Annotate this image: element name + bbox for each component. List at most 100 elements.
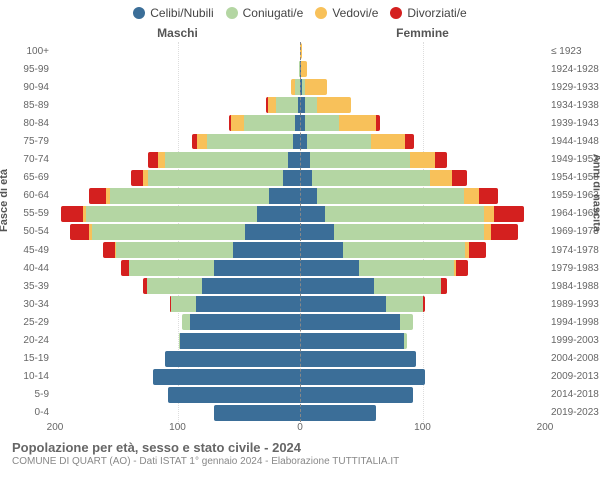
bar-segment xyxy=(435,152,447,168)
bar-segment xyxy=(300,296,386,312)
bar-segment xyxy=(300,170,312,186)
legend: Celibi/NubiliConiugati/eVedovi/eDivorzia… xyxy=(0,0,600,20)
age-label: 40-44 xyxy=(0,259,49,277)
age-label: 0-4 xyxy=(0,404,49,422)
age-label: 10-14 xyxy=(0,368,49,386)
bar-segment xyxy=(269,188,300,204)
legend-swatch xyxy=(226,7,238,19)
bar-segment xyxy=(371,134,405,150)
bar-segment xyxy=(376,115,380,131)
bar-segment xyxy=(283,170,300,186)
bar-segment xyxy=(257,206,300,222)
male-bar xyxy=(55,224,300,240)
bar-segment xyxy=(300,188,317,204)
birth-year-label: 1934-1938 xyxy=(551,96,600,114)
legend-label: Coniugati/e xyxy=(243,6,304,20)
bar-segment xyxy=(214,405,300,421)
bar-segment xyxy=(148,170,283,186)
bar-segment xyxy=(89,188,106,204)
x-tick: 0 xyxy=(297,422,303,433)
legend-item: Celibi/Nubili xyxy=(133,6,213,20)
y-axis-birth-labels: ≤ 19231924-19281929-19331934-19381939-19… xyxy=(545,42,600,422)
bar-segment xyxy=(233,242,300,258)
bar-segment xyxy=(207,134,293,150)
bar-segment xyxy=(300,242,343,258)
population-pyramid-chart: Celibi/NubiliConiugati/eVedovi/eDivorzia… xyxy=(0,0,600,500)
female-bar xyxy=(300,206,545,222)
bar-segment xyxy=(300,351,416,367)
male-bar xyxy=(55,97,300,113)
bar-segment xyxy=(494,206,525,222)
bar-segment xyxy=(343,242,466,258)
male-bar xyxy=(55,188,300,204)
x-tick: 200 xyxy=(47,422,64,433)
legend-item: Vedovi/e xyxy=(315,6,378,20)
bar-segment xyxy=(484,224,491,240)
male-bar xyxy=(55,405,300,421)
bar-segment xyxy=(359,260,455,276)
bar-segment xyxy=(410,152,435,168)
bar-segment xyxy=(158,152,165,168)
bar-segment xyxy=(268,97,275,113)
bar-segment xyxy=(317,188,464,204)
bar-segment xyxy=(121,260,128,276)
female-bar xyxy=(300,170,545,186)
bar-segment xyxy=(196,296,300,312)
bar-segment xyxy=(214,260,300,276)
birth-year-label: 1924-1928 xyxy=(551,60,600,78)
bar-segment xyxy=(305,97,317,113)
age-label: 30-34 xyxy=(0,295,49,313)
bar-segment xyxy=(300,134,307,150)
age-label: 15-19 xyxy=(0,350,49,368)
birth-year-label: 1984-1988 xyxy=(551,277,600,295)
bar-segment xyxy=(244,115,295,131)
bars-container xyxy=(55,42,545,422)
bar-segment xyxy=(386,296,423,312)
male-bar xyxy=(55,296,300,312)
birth-year-label: 1994-1998 xyxy=(551,313,600,331)
bar-segment xyxy=(300,369,425,385)
bar-segment xyxy=(300,278,374,294)
header-female: Femmine xyxy=(300,26,545,40)
bar-segment xyxy=(479,188,499,204)
male-bar xyxy=(55,79,300,95)
age-label: 20-24 xyxy=(0,332,49,350)
birth-year-label: 2019-2023 xyxy=(551,404,600,422)
bar-segment xyxy=(190,314,300,330)
bar-segment xyxy=(484,206,494,222)
bar-segment xyxy=(70,224,90,240)
bar-segment xyxy=(129,260,215,276)
bar-segment xyxy=(317,97,351,113)
legend-label: Vedovi/e xyxy=(332,6,378,20)
legend-label: Celibi/Nubili xyxy=(150,6,213,20)
male-bar xyxy=(55,333,300,349)
female-bar xyxy=(300,242,545,258)
bar-segment xyxy=(92,224,245,240)
bar-segment xyxy=(456,260,468,276)
age-label: 80-84 xyxy=(0,114,49,132)
birth-year-label: 2009-2013 xyxy=(551,368,600,386)
legend-swatch xyxy=(315,7,327,19)
legend-swatch xyxy=(133,7,145,19)
male-bar xyxy=(55,314,300,330)
bar-segment xyxy=(464,188,479,204)
bar-segment xyxy=(202,278,300,294)
bar-segment xyxy=(165,351,300,367)
bar-segment xyxy=(300,260,359,276)
bar-segment xyxy=(441,278,447,294)
chart-title: Popolazione per età, sesso e stato civil… xyxy=(12,440,588,455)
bar-segment xyxy=(103,242,115,258)
y-axis-right-title: Anni di nascita xyxy=(590,154,600,232)
bar-segment xyxy=(301,61,307,77)
birth-year-label: 1979-1983 xyxy=(551,259,600,277)
y-axis-left-title: Fasce di età xyxy=(0,169,10,232)
female-bar xyxy=(300,79,545,95)
male-bar xyxy=(55,134,300,150)
male-bar xyxy=(55,206,300,222)
age-label: 70-74 xyxy=(0,151,49,169)
column-headers: Maschi Femmine xyxy=(0,26,600,40)
age-label: 5-9 xyxy=(0,386,49,404)
bar-segment xyxy=(293,134,300,150)
bar-segment xyxy=(423,296,425,312)
bar-segment xyxy=(405,134,414,150)
